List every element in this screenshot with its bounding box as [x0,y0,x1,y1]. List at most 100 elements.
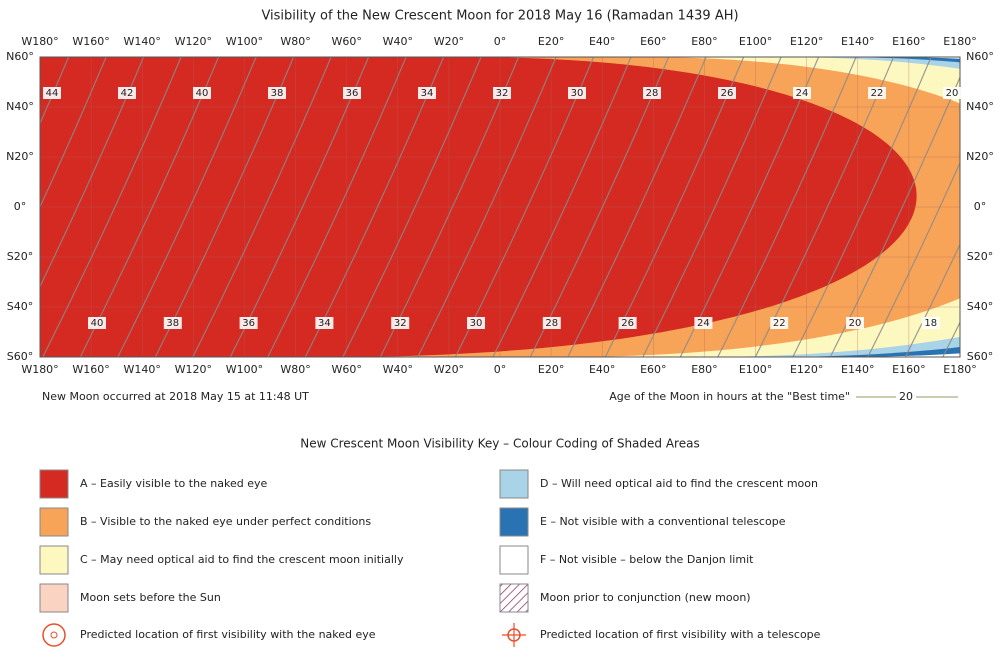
contour-label-text: 26 [721,88,734,99]
lat-label-right: S20° [967,250,993,263]
contour-label: 22 [868,87,886,99]
lon-label-bottom: E100° [739,363,772,376]
lat-label-right: N40° [966,100,994,113]
lon-label-top: E180° [943,35,976,48]
age-contour [117,57,257,357]
contour-label: 20 [943,87,961,99]
contour-label-text: 34 [421,88,434,99]
key-label: B – Visible to the naked eye under perfe… [80,515,371,528]
contour-label-text: 42 [121,88,134,99]
contour-label-text: 44 [46,88,59,99]
lon-label-top: W140° [124,35,161,48]
contour-label: 34 [315,317,334,329]
lat-label-left: N20° [6,150,34,163]
key-swatch [499,583,529,613]
contour-label-text: 36 [346,88,359,99]
contour-label-box [718,87,736,99]
lat-label-left: S40° [7,300,33,313]
contour-label-text: 32 [394,318,407,329]
contour-label-box [770,317,789,329]
key-label: E – Not visible with a conventional tele… [540,515,786,528]
map-title: Visibility of the New Crescent Moon for … [261,9,738,24]
contour-label-text: 30 [470,318,483,329]
lon-label-bottom: W160° [72,363,109,376]
contour-label-box [467,317,485,329]
key-swatch [499,507,529,537]
contour-label-text: 24 [697,318,710,329]
contour-label-box [268,87,286,99]
contour-label: 40 [193,87,211,99]
age-legend-sample: 20 [899,390,913,403]
contour-label: 28 [542,317,561,329]
key-label: D – Will need optical aid to find the cr… [540,477,818,490]
contour-label: 28 [643,87,661,99]
contour-label-box [542,317,561,329]
contour-label: 26 [618,317,637,329]
contour-label: 44 [43,87,61,99]
contour-label: 36 [343,87,361,99]
contour-label-text: 36 [242,318,255,329]
lon-label-bottom: E180° [943,363,976,376]
lon-label-top: E140° [841,35,874,48]
contour-label: 18 [921,317,940,329]
contour-label-box [418,87,436,99]
lon-label-top: W120° [175,35,212,48]
lon-label-bottom: E140° [841,363,874,376]
lat-label-right: N60° [966,50,994,63]
contour-label: 32 [391,317,410,329]
key-label: Moon sets before the Sun [80,591,221,604]
contour-label-text: 22 [871,88,884,99]
key-label: C – May need optical aid to find the cre… [80,553,404,566]
lat-label-right: S60° [967,350,993,363]
lon-label-bottom: 0° [494,363,507,376]
contour-label-text: 30 [571,88,584,99]
lat-label-left: 0° [14,200,27,213]
contour-label-box [88,317,106,329]
lon-label-top: W100° [226,35,263,48]
lon-label-bottom: W120° [175,363,212,376]
contour-label-box [793,87,811,99]
lon-label-top: E100° [739,35,772,48]
contour-label-text: 22 [773,318,786,329]
new-moon-note: New Moon occurred at 2018 May 15 at 11:4… [42,390,309,403]
age-contour [417,57,557,357]
lon-label-top: E120° [790,35,823,48]
map-area [40,57,960,357]
contour-label-text: 40 [91,318,104,329]
contour-label: 20 [846,317,864,329]
contour-label: 36 [239,317,258,329]
contour-label-box [118,87,136,99]
contour-label-text: 34 [318,318,331,329]
lon-label-bottom: W140° [124,363,161,376]
contour-label: 32 [493,87,511,99]
contour-label-box [943,87,961,99]
age-contour [567,57,707,357]
lon-label-bottom: E120° [790,363,823,376]
lon-label-bottom: W80° [280,363,310,376]
lon-label-bottom: E80° [691,363,717,376]
contour-label-box [163,317,182,329]
contour-label-text: 26 [621,318,634,329]
key-swatch [499,545,529,575]
contour-label-box [391,317,410,329]
key-swatch [39,583,69,613]
lon-label-bottom: E60° [640,363,666,376]
lat-label-right: S40° [967,300,993,313]
contour-label-box [568,87,586,99]
key-swatch [39,507,69,537]
lon-label-bottom: W40° [383,363,413,376]
lat-label-right: N20° [966,150,994,163]
contour-label-box [343,87,361,99]
contour-label: 42 [118,87,136,99]
lon-label-top: E60° [640,35,666,48]
contour-label: 24 [793,87,811,99]
lon-label-top: E80° [691,35,717,48]
lat-label-left: S60° [7,350,33,363]
contour-label-text: 28 [545,318,558,329]
age-contour [192,57,332,357]
lat-label-left: N60° [6,50,34,63]
key-marker-label: Predicted location of first visibility w… [540,628,821,641]
marker-naked-eye [42,623,66,647]
